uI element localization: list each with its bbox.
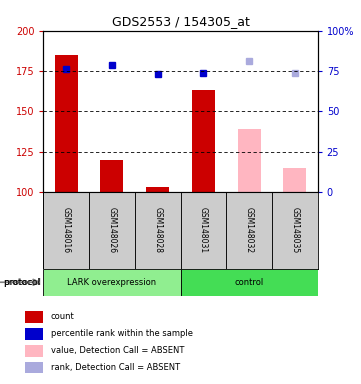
- Text: LARK overexpression: LARK overexpression: [68, 278, 156, 287]
- Bar: [135, 192, 180, 269]
- Bar: [238, 129, 261, 192]
- Bar: [89, 192, 135, 269]
- Bar: [25, 311, 43, 323]
- Text: count: count: [51, 312, 74, 321]
- Bar: [43, 192, 89, 269]
- Text: GSM148028: GSM148028: [153, 207, 162, 253]
- Bar: [226, 192, 272, 269]
- Bar: [55, 55, 78, 192]
- Text: protocol: protocol: [4, 278, 40, 287]
- Text: GSM148026: GSM148026: [108, 207, 116, 253]
- Text: GSM148016: GSM148016: [62, 207, 71, 253]
- Text: protocol: protocol: [4, 278, 44, 287]
- Bar: [25, 328, 43, 339]
- Bar: [100, 160, 123, 192]
- Bar: [272, 192, 318, 269]
- Bar: [25, 345, 43, 356]
- Text: GSM148035: GSM148035: [290, 207, 299, 253]
- Bar: [283, 168, 306, 192]
- Title: GDS2553 / 154305_at: GDS2553 / 154305_at: [112, 15, 249, 28]
- Bar: [43, 269, 180, 296]
- Bar: [180, 192, 226, 269]
- Bar: [146, 187, 169, 192]
- Bar: [192, 90, 215, 192]
- Text: GSM148031: GSM148031: [199, 207, 208, 253]
- Text: rank, Detection Call = ABSENT: rank, Detection Call = ABSENT: [51, 363, 180, 372]
- Text: control: control: [234, 278, 264, 287]
- Text: GSM148032: GSM148032: [245, 207, 253, 253]
- Text: percentile rank within the sample: percentile rank within the sample: [51, 329, 192, 338]
- Text: value, Detection Call = ABSENT: value, Detection Call = ABSENT: [51, 346, 184, 355]
- Bar: [25, 362, 43, 373]
- Bar: [180, 269, 318, 296]
